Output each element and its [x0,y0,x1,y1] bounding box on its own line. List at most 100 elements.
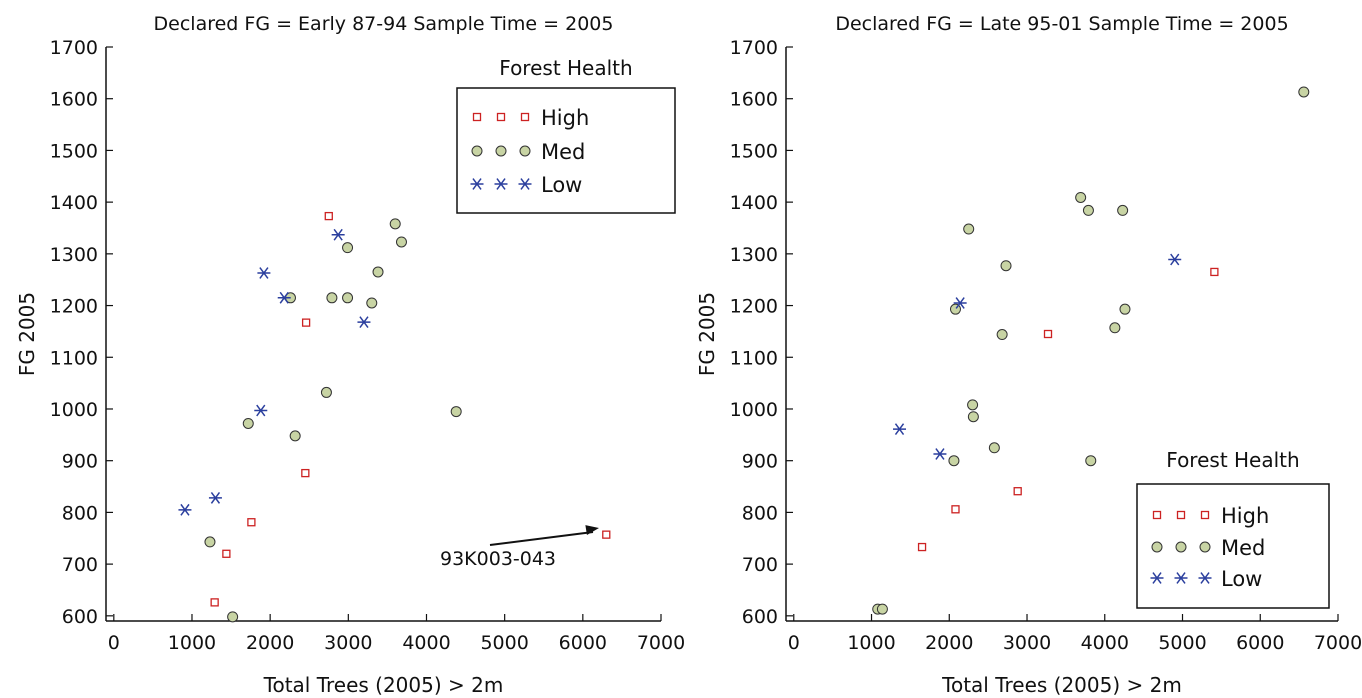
data-point-high [1210,267,1219,277]
y-tick-label: 1600 [50,89,98,111]
data-point-low [953,297,967,309]
data-point-low [1168,253,1182,266]
legend-marker-low [518,178,532,190]
data-point-high [324,211,333,221]
y-tick-label: 1000 [50,399,98,421]
y-tick-label: 1700 [50,37,98,59]
y-tick-label: 900 [742,451,778,473]
y-tick-label: 1500 [730,140,778,162]
data-point-med [967,399,979,411]
data-point-high [222,549,231,558]
data-point-med [372,266,384,278]
data-point-med [204,536,216,548]
data-point-med [366,297,378,309]
data-point-med [1109,322,1121,334]
data-point-med [450,406,462,418]
legend-marker-low [1150,572,1164,584]
legend-marker-low [1174,572,1188,584]
data-point-med [996,329,1008,341]
x-tick-label: 6000 [1236,632,1284,654]
annotation-arrowhead [585,525,599,535]
y-tick-label: 700 [62,554,98,576]
data-point-med [1085,455,1097,467]
data-point-med [389,218,401,230]
legend-label-med: Med [541,140,585,164]
x-tick-label: 5000 [480,632,528,654]
x-axis-label: Total Trees (2005) > 2m [263,673,504,697]
legend-label-high: High [1221,504,1269,528]
y-axis-label: FG 2005 [695,292,719,376]
legend-box [1136,483,1330,609]
data-point-med [395,236,407,248]
data-point-med [876,603,888,615]
x-tick-label: 2000 [246,632,294,654]
x-tick-label: 6000 [559,632,607,654]
data-point-high [1043,329,1053,339]
legend-marker-med [1199,541,1211,553]
x-tick-label: 2000 [925,632,973,654]
y-tick-label: 600 [742,606,778,628]
legend-marker-med [1175,541,1187,553]
chart-title: Declared FG = Late 95-01 Sample Time = 2… [835,13,1288,35]
data-point-med [967,411,979,423]
annotation-arrow-line [489,531,594,546]
legend-label-low: Low [541,173,582,197]
data-point-med [1119,303,1131,315]
y-axis-label: FG 2005 [15,292,39,376]
data-point-high [301,318,311,327]
y-tick-label: 900 [62,451,98,473]
data-point-med [948,455,960,467]
chart-title: Declared FG = Early 87-94 Sample Time = … [154,13,614,35]
legend-marker-med [495,145,507,157]
y-tick-label: 1100 [730,347,778,369]
data-point-med [963,223,975,235]
legend-label-med: Med [1221,536,1265,560]
data-point-med [1000,260,1012,272]
x-tick-label: 4000 [402,632,450,654]
data-point-low [357,316,371,328]
data-point-low [893,423,907,436]
data-point-low [331,228,345,241]
x-tick-label: 5000 [1158,632,1206,654]
data-point-med [1117,204,1129,216]
legend-label-low: Low [1221,567,1262,591]
y-tick-label: 1600 [730,89,778,111]
data-point-med [289,430,301,442]
legend-marker-high [472,112,482,122]
data-point-med [342,242,354,254]
legend-box [456,87,676,214]
annotation-label: 93K003-043 [440,548,556,570]
y-tick-label: 1300 [50,244,98,266]
data-point-med [988,442,1000,454]
x-tick-label: 4000 [1081,632,1129,654]
data-point-high [301,468,310,478]
y-tick-label: 1100 [50,347,98,369]
legend-marker-low [494,178,508,190]
x-tick-label: 3000 [1003,632,1051,654]
chart-2: Declared FG = Late 95-01 Sample Time = 2… [695,13,1362,697]
legend-label-high: High [541,106,589,130]
legend-marker-low [1198,572,1212,584]
x-tick-label: 0 [788,632,800,654]
data-point-high [602,530,611,539]
x-tick-label: 7000 [1314,632,1362,654]
x-axis-label: Total Trees (2005) > 2m [941,673,1182,697]
data-point-high [247,518,256,527]
y-tick-label: 1300 [730,244,778,266]
y-tick-label: 1400 [50,192,98,214]
data-point-med [1075,191,1087,203]
data-point-low [208,492,222,504]
y-tick-label: 1700 [730,37,778,59]
y-tick-label: 1200 [50,296,98,318]
legend-marker-high [1176,510,1186,520]
legend-marker-med [519,145,531,157]
legend-marker-high [496,112,506,122]
data-point-low [933,448,947,460]
legend-marker-low [470,178,484,190]
x-tick-label: 7000 [637,632,685,654]
legend-title: Forest Health [1166,448,1299,472]
legend-marker-high [1200,510,1210,520]
data-point-med [1298,86,1310,98]
data-point-low [257,267,271,279]
